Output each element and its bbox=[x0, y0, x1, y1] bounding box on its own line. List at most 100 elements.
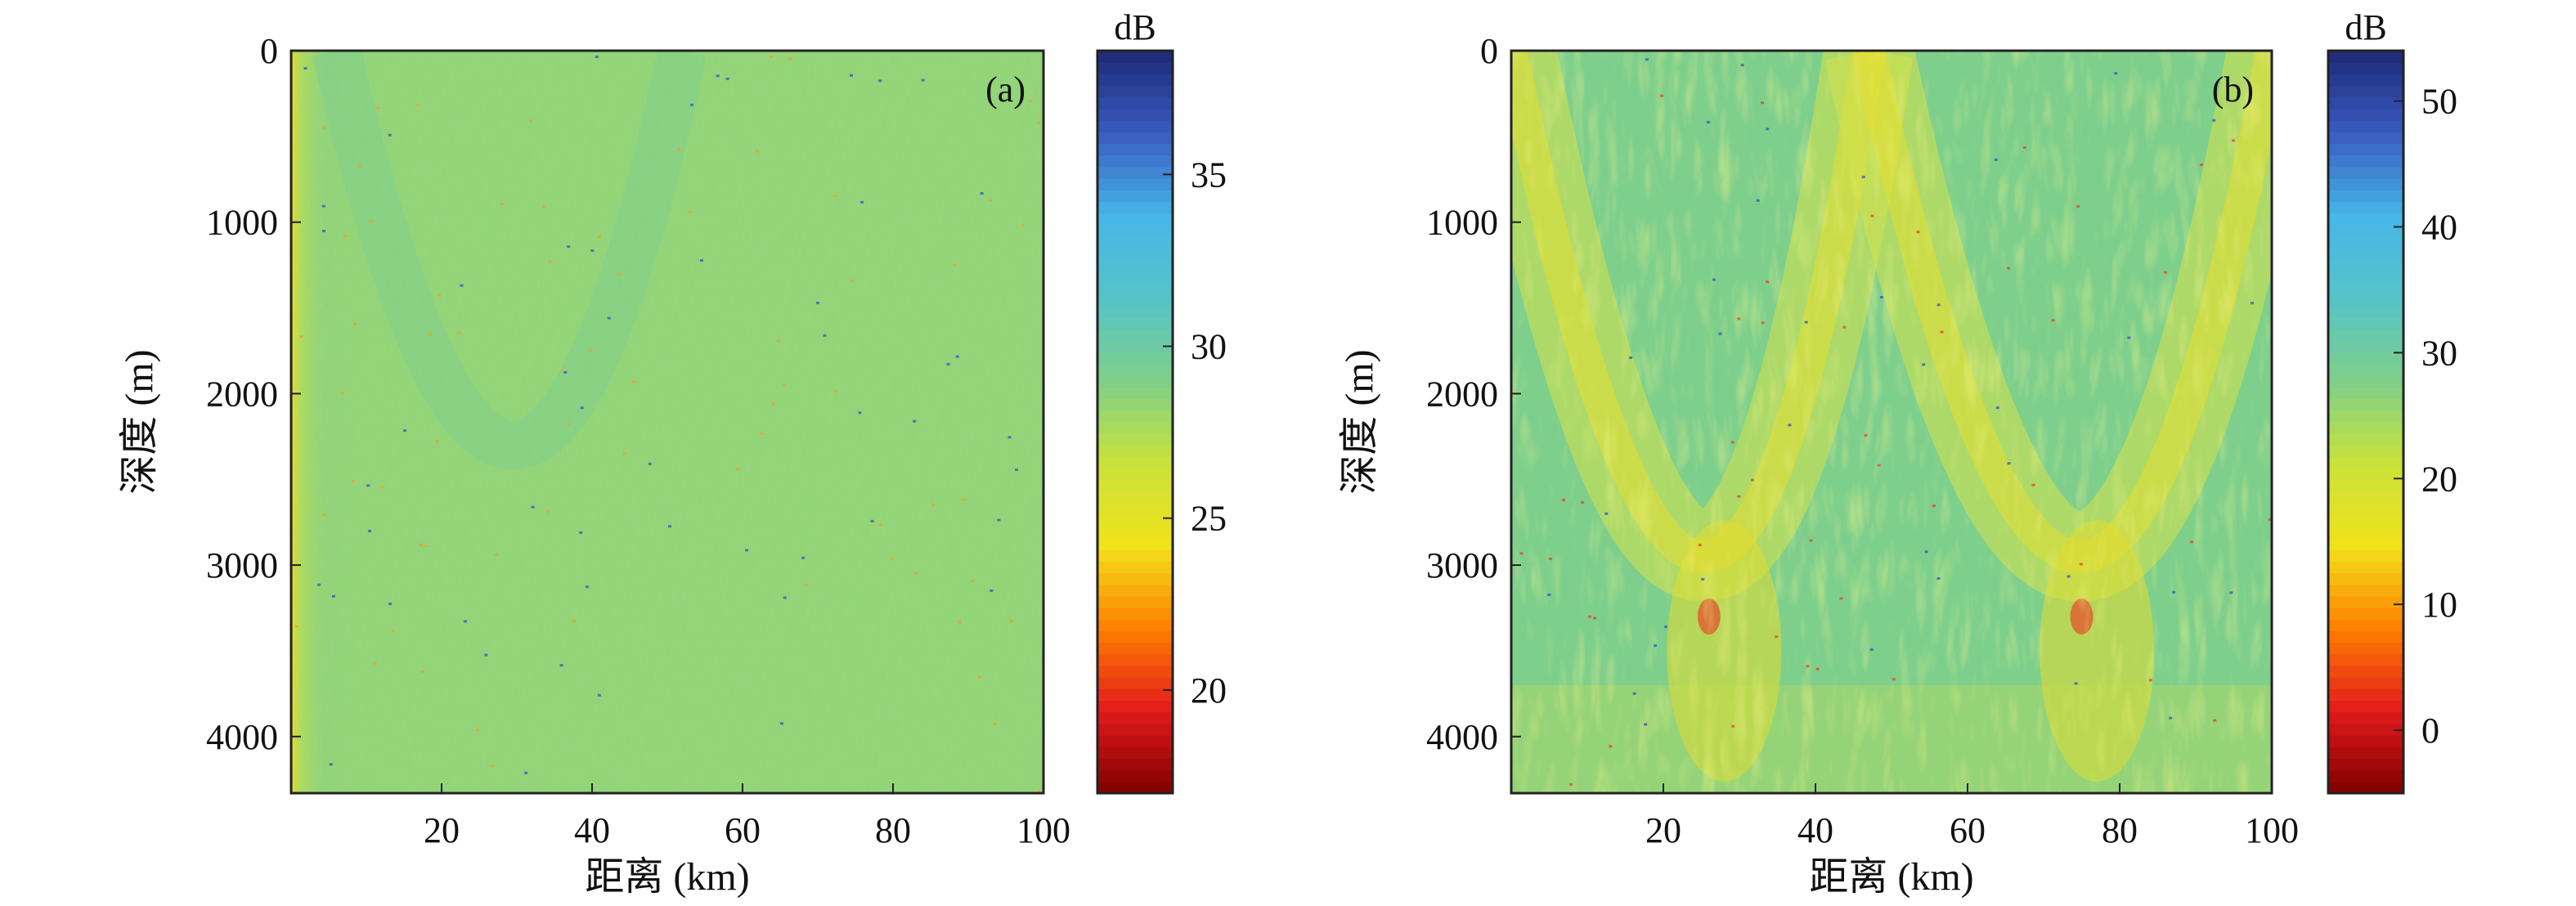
speckle bbox=[860, 200, 864, 204]
speckle bbox=[572, 619, 576, 622]
colorbar-b bbox=[2327, 49, 2405, 795]
speckle bbox=[1604, 512, 1609, 515]
colorbar-segment bbox=[2328, 422, 2403, 434]
colorbar-segment bbox=[1097, 422, 1173, 434]
colorbar-segment bbox=[2328, 166, 2403, 179]
speckle bbox=[815, 302, 819, 305]
speckle bbox=[946, 362, 950, 366]
speckle bbox=[1751, 478, 1755, 482]
speckle bbox=[1936, 577, 1941, 581]
heatmap-texture-b bbox=[1511, 51, 2272, 793]
speckle bbox=[1761, 321, 1765, 325]
colorbar-segment bbox=[1097, 155, 1173, 168]
speckle bbox=[490, 765, 494, 768]
speckle bbox=[352, 323, 357, 326]
speckle bbox=[531, 505, 535, 509]
speckle bbox=[548, 260, 552, 263]
speckle bbox=[524, 771, 528, 774]
speckle bbox=[580, 406, 584, 410]
colorbar-segment bbox=[1097, 619, 1173, 631]
speckle bbox=[299, 335, 303, 339]
colorbar-segment bbox=[1097, 456, 1173, 469]
speckle bbox=[1645, 58, 1649, 61]
speckle bbox=[1036, 789, 1040, 792]
colorbar-segment bbox=[2328, 306, 2403, 318]
plot-frame-a bbox=[289, 49, 1045, 795]
colorbar-segment bbox=[2328, 677, 2403, 689]
colorbar-segment bbox=[2328, 433, 2403, 446]
colorbar-segment bbox=[2328, 642, 2403, 655]
speckle bbox=[545, 509, 550, 513]
colorbar-segment bbox=[1097, 317, 1173, 330]
speckle bbox=[294, 625, 298, 628]
speckle bbox=[2007, 267, 2011, 270]
colorbar-segment bbox=[1097, 178, 1173, 191]
colorbar-segment bbox=[2328, 561, 2403, 574]
speckle bbox=[699, 259, 703, 262]
speckle bbox=[303, 67, 307, 70]
colorbar-segment bbox=[1097, 96, 1173, 110]
panel-label-b: (b) bbox=[2212, 70, 2254, 110]
colorbar-segment bbox=[1097, 735, 1173, 747]
colorbar-segment bbox=[1097, 688, 1173, 702]
colorbar-segment bbox=[1097, 584, 1173, 597]
speckle bbox=[777, 339, 781, 343]
speckle bbox=[343, 234, 348, 237]
colorbar-segment bbox=[2328, 479, 2403, 492]
speckle bbox=[1756, 199, 1760, 202]
speckle bbox=[1632, 692, 1636, 695]
y-ticks-b: 0 1000 2000 3000 4000 bbox=[1426, 31, 1521, 757]
speckle bbox=[2067, 575, 2071, 578]
colorbar-tick-label: 40 bbox=[2421, 207, 2457, 247]
speckle bbox=[1660, 94, 1664, 97]
colorbar-segment bbox=[2328, 711, 2403, 724]
speckle bbox=[415, 104, 420, 107]
speckle bbox=[388, 133, 392, 137]
speckle bbox=[677, 148, 681, 151]
speckle bbox=[2250, 302, 2254, 305]
colorbar-segment bbox=[1097, 433, 1173, 446]
speckle bbox=[358, 164, 362, 168]
speckle bbox=[1701, 577, 1705, 581]
speckle bbox=[321, 204, 325, 208]
y-tick-label: 0 bbox=[260, 31, 278, 71]
speckle bbox=[589, 349, 593, 352]
colorbar-tick-label: 30 bbox=[1191, 327, 1227, 367]
colorbar-segment bbox=[2328, 236, 2403, 249]
y-tick-label: 0 bbox=[1480, 31, 1498, 71]
speckle bbox=[579, 531, 583, 534]
speckle bbox=[1842, 325, 1847, 329]
colorbar-segment bbox=[2328, 398, 2403, 411]
speckle bbox=[1740, 64, 1744, 67]
colorbar-segment bbox=[2328, 723, 2403, 736]
heatmap-b bbox=[1511, 51, 2272, 793]
speckle bbox=[1561, 498, 1565, 501]
speckle bbox=[2169, 716, 2173, 720]
speckle bbox=[1936, 303, 1941, 307]
speckle bbox=[1706, 120, 1710, 123]
colorbar-segment bbox=[2328, 410, 2403, 423]
colorbar-segment bbox=[1097, 190, 1173, 203]
speckle bbox=[484, 653, 488, 657]
y-axis-label-a: 深度 (m) bbox=[118, 349, 161, 494]
speckle bbox=[2127, 336, 2131, 339]
speckle bbox=[745, 549, 749, 552]
colorbar-segment bbox=[1097, 236, 1173, 249]
speckle bbox=[997, 518, 1001, 522]
speckle bbox=[567, 245, 571, 249]
colorbar-segment bbox=[2328, 190, 2403, 203]
speckle bbox=[1519, 552, 1524, 555]
speckle bbox=[989, 199, 993, 202]
colorbar-segment bbox=[2328, 178, 2403, 191]
colorbar-segment bbox=[2328, 537, 2403, 550]
speckle bbox=[1593, 617, 1597, 620]
colorbar-segment bbox=[2328, 769, 2403, 783]
speckle bbox=[1806, 665, 1810, 668]
colorbar-segment bbox=[2328, 387, 2403, 400]
panel-label-a: (a) bbox=[985, 70, 1025, 110]
speckle bbox=[760, 432, 764, 435]
speckle bbox=[2079, 563, 2083, 566]
colorbar-segment bbox=[2328, 62, 2403, 74]
speckle bbox=[460, 284, 464, 287]
speckle bbox=[2172, 590, 2176, 594]
